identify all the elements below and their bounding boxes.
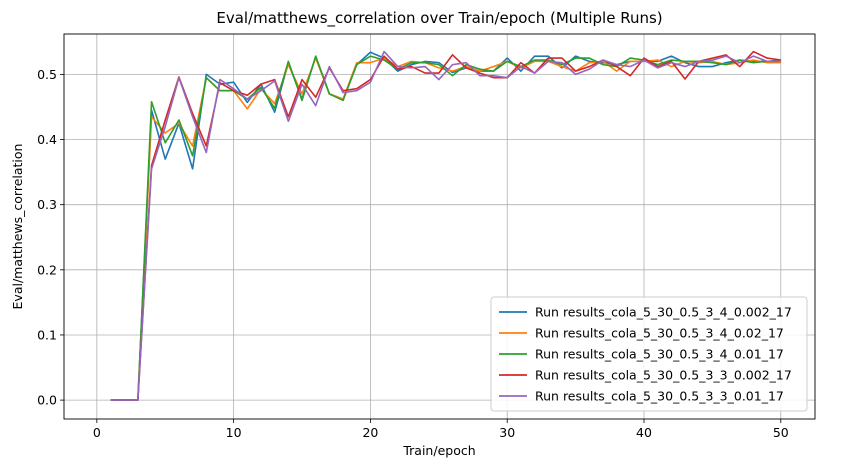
y-axis-ticks: 0.0 0.1 0.2 0.3 0.4 0.5 <box>37 67 64 408</box>
y-tick-label: 0.4 <box>37 132 57 147</box>
x-tick-label: 20 <box>362 425 378 440</box>
x-tick-label: 0 <box>93 425 101 440</box>
plot-frame <box>63 33 816 420</box>
legend-entry-3: Run results_cola_5_30_0.5_3_4_0.01_17 <box>535 347 784 362</box>
legend-entry-4: Run results_cola_5_30_0.5_3_3_0.002_17 <box>535 368 792 383</box>
y-tick-label: 0.0 <box>37 393 57 408</box>
legend-entry-5: Run results_cola_5_30_0.5_3_3_0.01_17 <box>535 389 784 404</box>
x-axis-label: Train/epoch <box>402 443 475 458</box>
x-tick-label: 30 <box>499 425 515 440</box>
legend-box <box>490 296 808 412</box>
series-line-3 <box>110 55 781 401</box>
x-tick-label: 10 <box>226 425 242 440</box>
legend-entry-1: Run results_cola_5_30_0.5_3_4_0.002_17 <box>535 305 792 320</box>
y-tick-label: 0.3 <box>37 197 57 212</box>
y-tick-label: 0.5 <box>37 67 57 82</box>
x-tick-label: 50 <box>773 425 789 440</box>
legend-entry-2: Run results_cola_5_30_0.5_3_4_0.02_17 <box>535 326 784 341</box>
series-lines <box>110 50 781 401</box>
y-axis-label: Eval/matthews_correlation <box>10 144 25 310</box>
y-tick-label: 0.1 <box>37 327 57 342</box>
series-line-5 <box>110 50 781 401</box>
x-axis-ticks: 0 10 20 30 40 50 <box>93 419 789 440</box>
chart-title: Eval/matthews_correlation over Train/epo… <box>216 9 662 28</box>
series-line-4 <box>110 50 781 401</box>
y-tick-label: 0.2 <box>37 262 57 277</box>
legend: Run results_cola_5_30_0.5_3_4_0.002_17 Ru… <box>490 296 808 412</box>
x-tick-label: 40 <box>636 425 652 440</box>
